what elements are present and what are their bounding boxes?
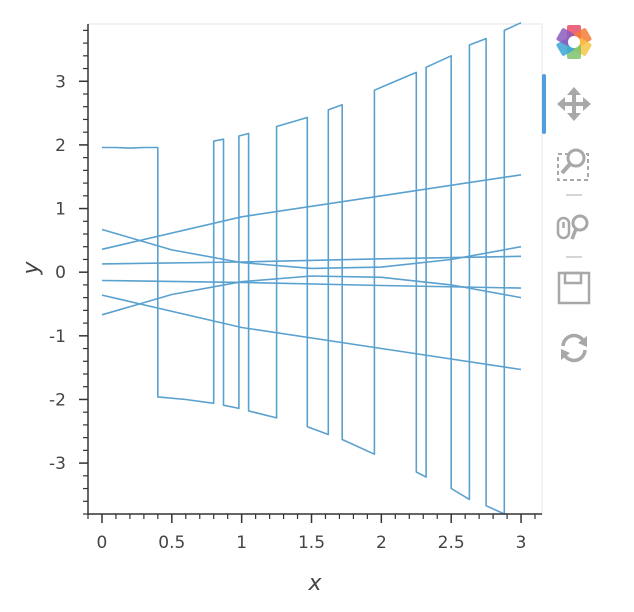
box-zoom-icon [557,148,589,181]
axes: 0 0.5 1 1.5 2 2.5 3 -3 -2 -1 0 1 2 3 [49,24,542,553]
series-line-7 [101,279,522,289]
series-line-6 [101,255,522,265]
active-tool-indicator [542,74,546,134]
series-line-5 [101,275,522,316]
series-line-4 [101,228,522,270]
y-axis-label: y [19,261,44,276]
move-arrows-icon [557,87,591,121]
x-tick-label: 2.5 [438,533,465,553]
x-tick-label: 1 [236,533,247,553]
y-tick-label: -1 [49,327,66,347]
toolbar-divider [566,194,582,196]
bokeh-logo[interactable] [554,22,594,62]
x-tick-label: 1.5 [298,533,325,553]
bokeh-logo-icon [556,25,592,59]
save-icon [557,271,591,305]
reset-icon [561,333,587,363]
reset-tool-button[interactable] [554,328,594,368]
y-tick-label: 2 [55,136,66,156]
x-tick-label: 0 [97,533,108,553]
series-line-3 [101,294,522,371]
x-axis-label: x [307,571,322,596]
wheel-zoom-icon [556,214,589,240]
y-tick-label: -3 [49,454,66,474]
x-tick-label: 3 [516,533,527,553]
series-line-1 [102,21,522,515]
save-tool-button[interactable] [554,268,594,308]
y-tick-label: 3 [55,72,66,92]
y-tick-label: -2 [49,390,66,410]
box-zoom-tool-button[interactable] [554,144,594,184]
x-tick-label: 0.5 [158,533,185,553]
logo-center [568,36,580,48]
pan-tool-button[interactable] [554,84,594,124]
series-lines [101,21,522,515]
wheel-zoom-tool-button[interactable] [554,206,594,246]
series-line-2 [101,174,522,251]
y-tick-label: 1 [55,200,66,220]
x-tick-label: 2 [376,533,387,553]
toolbar-divider [566,256,582,258]
y-tick-label: 0 [55,263,66,283]
chart-toolbar [542,18,604,378]
